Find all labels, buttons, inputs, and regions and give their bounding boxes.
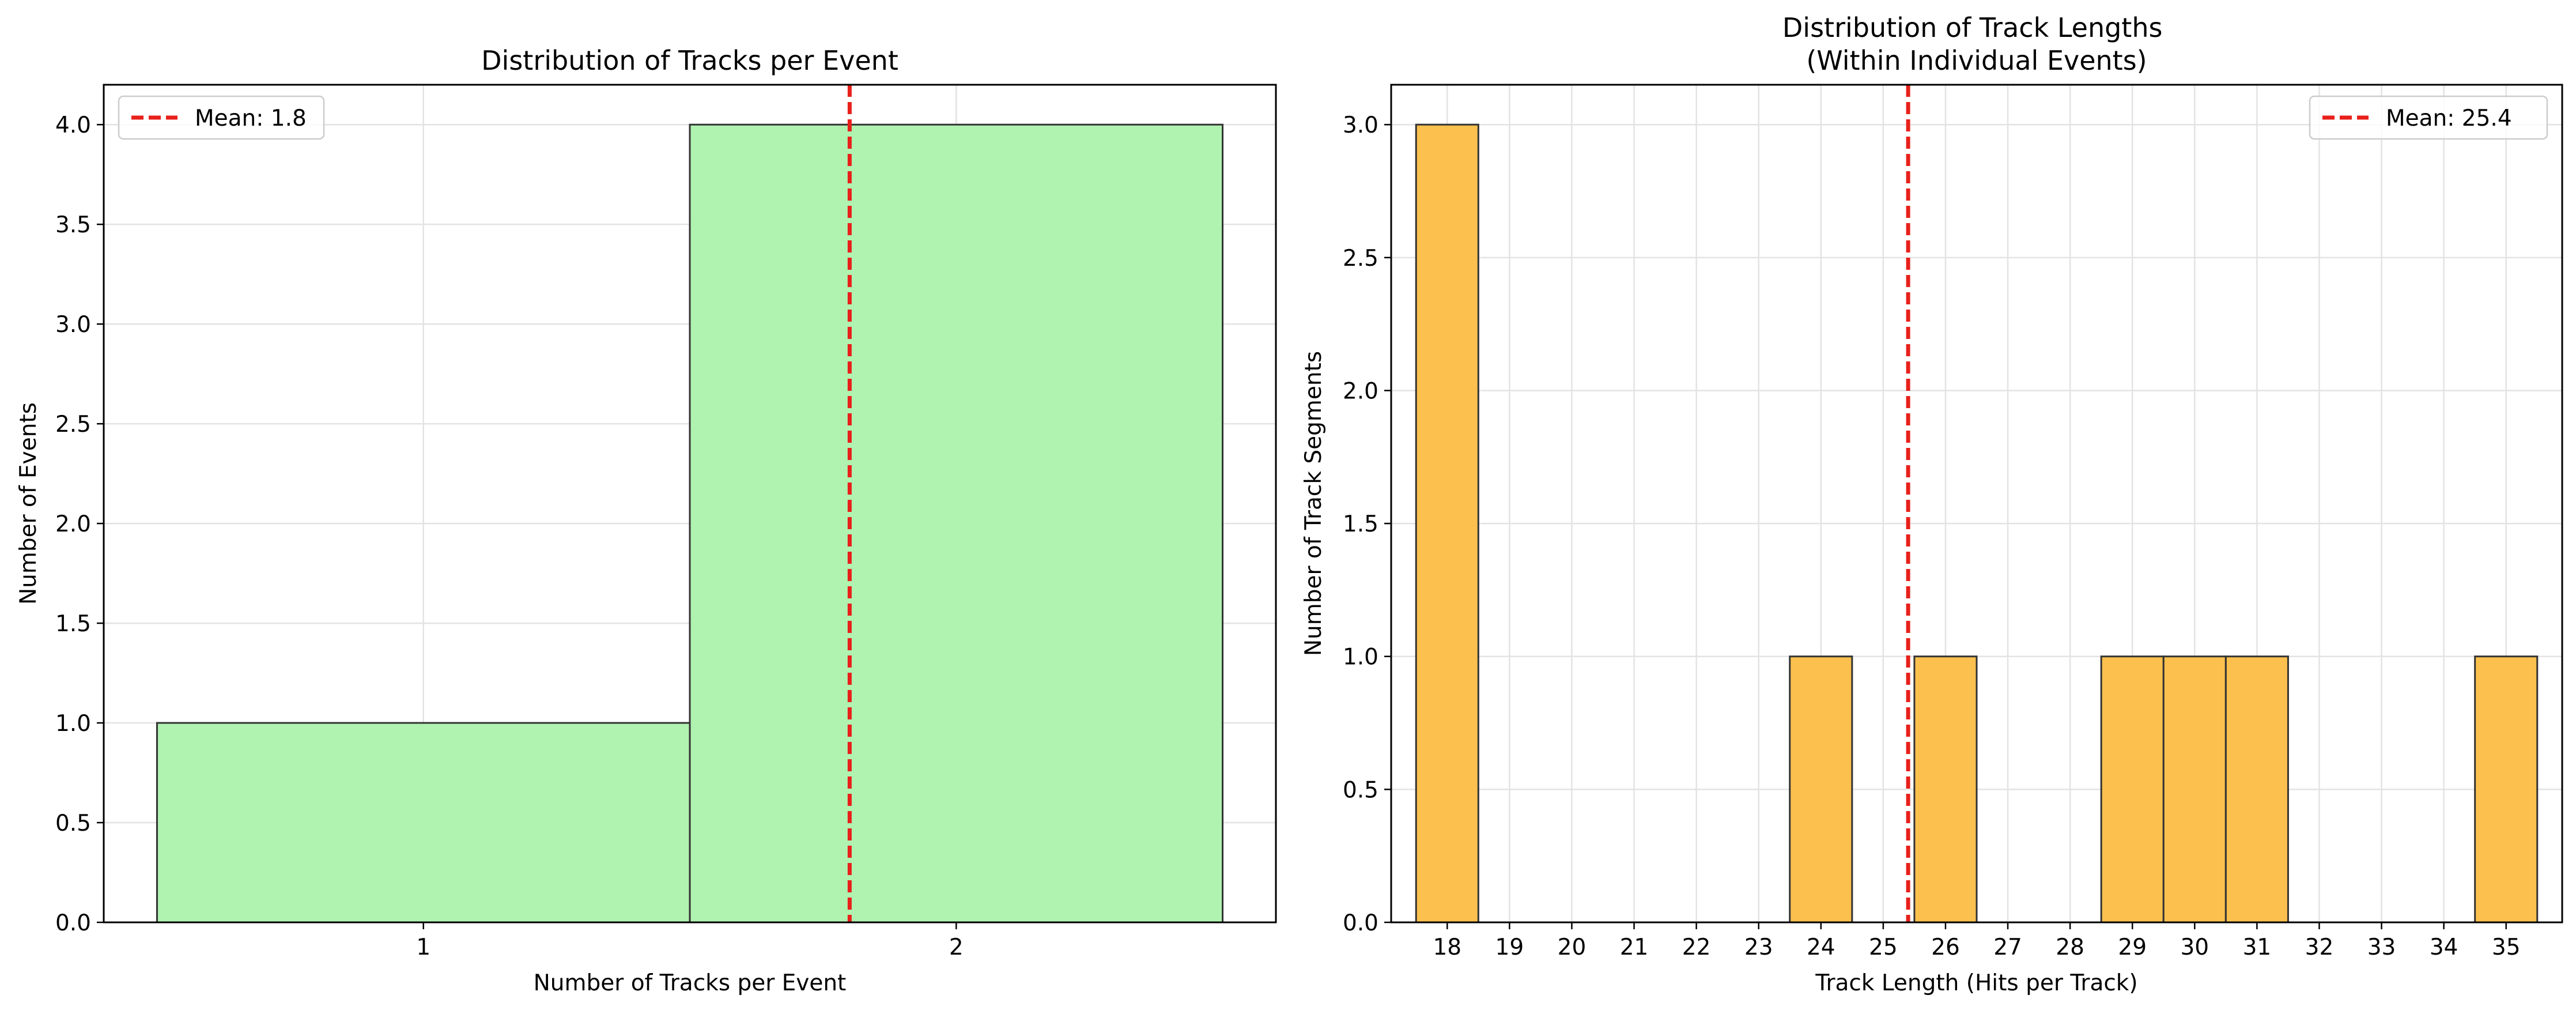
right-x-tick-label: 23 [1744,934,1773,960]
right-y-tick-label: 2.0 [1343,378,1378,404]
right-x-tick-label: 19 [1495,934,1524,960]
right-chart-title: Distribution of Track Lengths (Within In… [1782,12,2171,76]
right-x-tick-label: 26 [1931,934,1960,960]
right-bar-31 [2224,655,2289,923]
left-y-tick-label: 0.5 [55,811,91,836]
left-chart-title: Distribution of Tracks per Event [481,45,898,76]
right-legend: Mean: 25.4 [2309,95,2548,140]
left-y-tick-label: 3.5 [55,212,91,238]
left-bar-2 [689,123,1224,923]
right-x-tick-label: 31 [2243,934,2272,960]
right-x-tick-label: 33 [2367,934,2396,960]
right-x-axis-label: Track Length (Hits per Track) [1815,970,2137,996]
right-x-tick-label: 34 [2430,934,2458,960]
left-x-axis-label: Number of Tracks per Event [534,970,847,996]
right-x-tick-label: 20 [1558,934,1587,960]
left-legend-box [118,95,325,140]
right-x-tick-label: 29 [2118,934,2147,960]
left-y-tick-label: 3.0 [55,312,91,338]
left-plot-frame [103,84,1277,923]
right-x-ticks: 18 19 20 21 22 23 24 25 26 27 28 29 30 31 32 33 34 35 [1433,922,2521,960]
right-x-tick-label: 18 [1433,934,1461,960]
left-y-ticks: 0.0 0.5 1.0 1.5 2.0 2.5 3.0 3.5 4.0 [55,112,104,936]
right-bar-35 [2474,655,2539,923]
right-x-tick-label: 24 [1807,934,1835,960]
right-bar-18 [1415,123,1479,923]
right-y-tick-label: 2.5 [1343,246,1378,272]
right-y-axis-label: Number of Track Segments [1301,351,1327,656]
right-bar-26 [1913,655,1978,923]
right-chart-title-line-1: Distribution of Track Lengths [1782,12,2163,43]
right-plot-frame [1390,84,2563,923]
chart-track-lengths: 18 19 20 21 22 23 24 25 26 27 28 29 30 31 32 33 34 35 0.0… [1301,12,2563,996]
right-bars [1415,123,2539,923]
left-y-tick-label: 4.0 [55,112,91,138]
right-y-tick-label: 0.5 [1343,777,1378,803]
right-bar-24 [1789,655,1853,923]
right-legend-label: Mean: 25.4 [2386,105,2512,131]
left-x-tick-label: 1 [416,934,430,960]
left-y-tick-label: 2.5 [55,412,91,438]
right-y-tick-label: 0.0 [1343,910,1378,936]
right-bar-30 [2162,655,2227,923]
right-x-tick-label: 30 [2180,934,2209,960]
right-x-tick-label: 25 [1869,934,1898,960]
right-legend-box [2309,95,2548,140]
right-chart-title-line-2: (Within Individual Events) [1806,45,2147,76]
right-y-tick-label: 1.5 [1343,511,1378,537]
left-bars [156,123,1224,923]
right-x-tick-label: 27 [1993,934,2022,960]
left-x-tick-label: 2 [949,934,964,960]
left-bar-1 [156,722,691,923]
left-y-tick-label: 0.0 [55,910,91,936]
right-x-tick-label: 32 [2305,934,2334,960]
right-y-ticks: 0.0 0.5 1.0 1.5 2.0 2.5 3.0 [1343,112,1391,936]
right-x-tick-label: 22 [1682,934,1711,960]
left-y-axis-label: Number of Events [16,402,41,605]
right-x-tick-label: 35 [2492,934,2521,960]
left-y-tick-label: 1.5 [55,611,91,637]
right-y-tick-label: 3.0 [1343,112,1378,138]
right-x-tick-label: 28 [2056,934,2084,960]
left-legend-label: Mean: 1.8 [195,105,307,131]
right-x-tick-label: 21 [1620,934,1649,960]
left-y-tick-label: 1.0 [55,711,91,737]
right-y-tick-label: 1.0 [1343,644,1378,670]
left-y-tick-label: 2.0 [55,511,91,537]
right-bar-29 [2100,655,2165,923]
left-legend: Mean: 1.8 [118,95,325,140]
